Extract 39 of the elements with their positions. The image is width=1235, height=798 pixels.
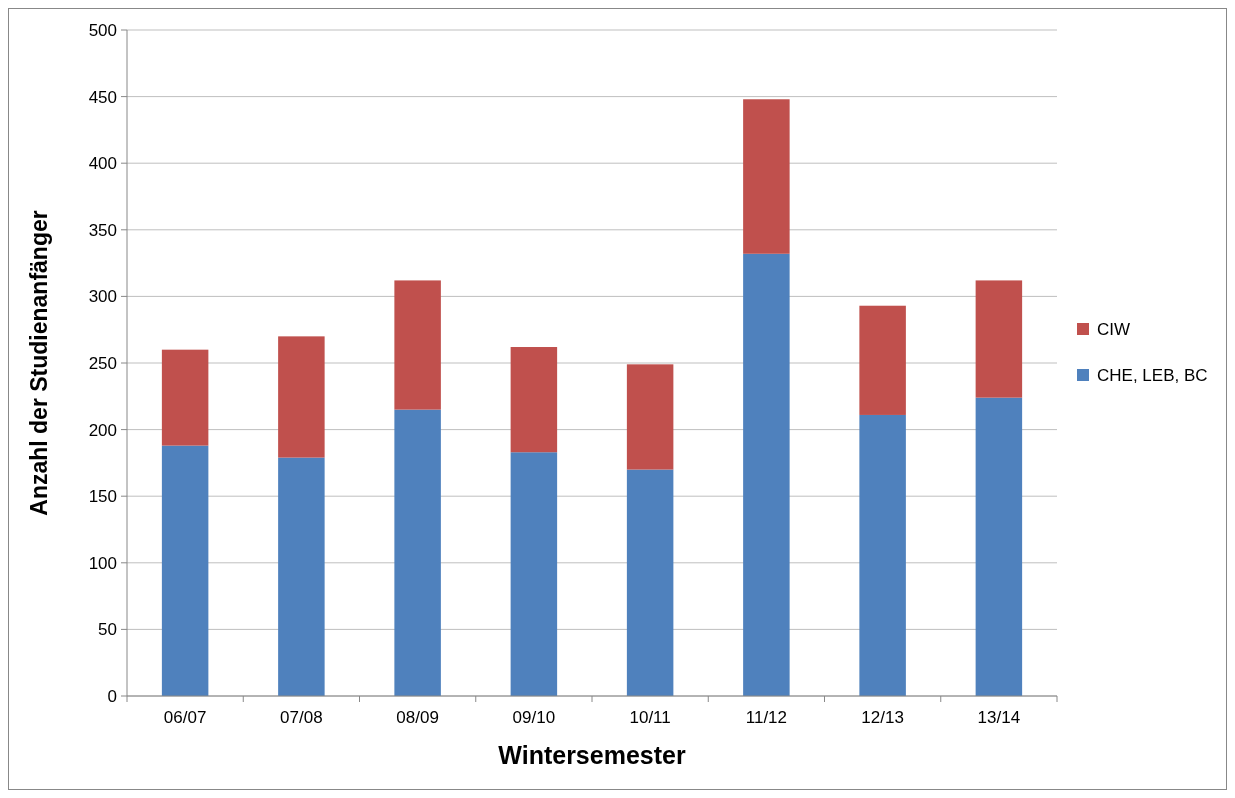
legend-label: CHE, LEB, BC — [1097, 365, 1208, 385]
y-tick-label: 0 — [107, 686, 117, 706]
bar — [510, 347, 558, 453]
y-tick-label: 150 — [88, 487, 117, 507]
y-tick-label: 400 — [88, 154, 117, 174]
y-tick-label: 50 — [98, 620, 117, 640]
bar — [743, 99, 790, 254]
y-tick-label: 450 — [88, 87, 117, 107]
bar — [161, 445, 209, 696]
bar — [278, 336, 325, 458]
x-tick-label: 11/12 — [745, 708, 788, 727]
x-tick-label: 12/13 — [861, 708, 904, 727]
x-tick-label: 10/11 — [629, 708, 671, 727]
y-tick-label: 200 — [88, 420, 117, 440]
bar — [743, 253, 790, 696]
bar — [859, 414, 906, 696]
bar — [394, 409, 441, 696]
x-tick-label: 09/10 — [512, 708, 556, 727]
y-tick-label: 250 — [88, 353, 117, 373]
y-tick-label: 300 — [88, 287, 117, 307]
bar — [394, 280, 441, 410]
bar — [278, 457, 325, 696]
bar — [626, 364, 674, 470]
legend-label: CIW — [1097, 319, 1131, 339]
bar — [626, 469, 674, 696]
x-tick-label: 06/07 — [163, 708, 207, 727]
x-tick-label: 07/08 — [280, 708, 323, 727]
x-tick-label: 08/09 — [396, 708, 439, 727]
bar — [859, 305, 906, 415]
bar — [975, 280, 1023, 398]
bar — [975, 397, 1023, 696]
y-axis-title: Anzahl der Studienanfänger — [26, 210, 52, 516]
bar — [161, 349, 209, 446]
y-tick-label: 350 — [88, 220, 117, 240]
y-tick-label: 500 — [88, 20, 117, 40]
y-tick-label: 100 — [88, 553, 117, 573]
x-tick-label: 13/14 — [977, 708, 1021, 727]
x-axis-title: Wintersemester — [498, 741, 686, 769]
bar — [510, 452, 558, 696]
